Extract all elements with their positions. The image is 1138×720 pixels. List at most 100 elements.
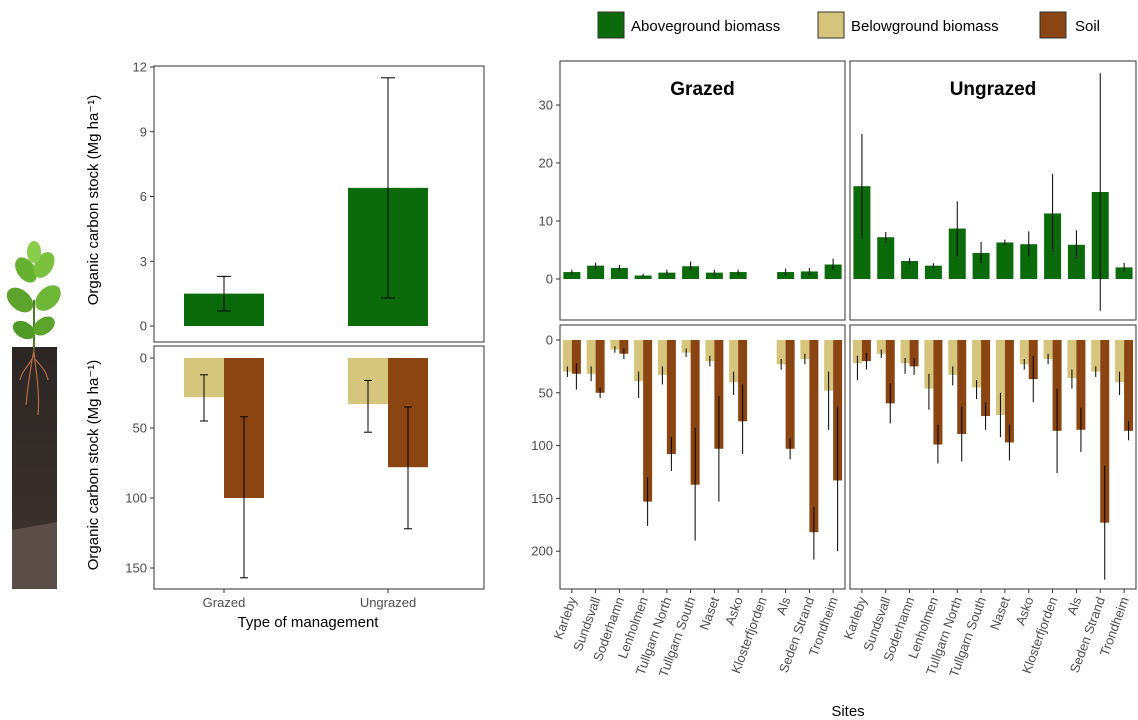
legend-swatch-belowground [817,11,845,39]
sites-belowground-panels: 050100150200KarlebySundsvallSoderhamnLen… [531,324,1137,679]
bar-soil-site [1004,340,1014,443]
bar-belowground-site [634,340,644,382]
bar-belowground-site [729,340,739,383]
left-bottom-ytick-label: 150 [125,561,147,576]
bar-soil-site [885,340,895,404]
bar-belowground-site [1043,340,1053,360]
bar-aboveground-site [1067,244,1085,279]
bar-soil-site [595,340,605,393]
bar-aboveground-site [777,272,795,279]
bar-belowground-site [1091,340,1101,372]
bar-aboveground-site [682,266,700,279]
bar-soil-site [785,340,795,449]
bar-belowground-site [1067,340,1077,379]
bar-aboveground-site [1020,244,1038,279]
sites-above-frame-grazed [559,60,846,321]
bar-belowground-site [681,340,691,353]
bar-soil-site [1124,340,1134,431]
left-top-y-axis-title: Organic carbon stock (Mg ha⁻¹) [85,95,102,306]
bar-soil-site [981,340,991,417]
sites-below-ytick-label: 100 [531,438,553,453]
left-xtick-label: Ungrazed [360,595,416,610]
bar-aboveground-site [1115,267,1133,279]
bar-soil-site [643,340,653,502]
bar-soil-site [933,340,943,445]
plant-soil-illustration [6,241,61,589]
legend-label-soil: Soil [1075,18,1100,35]
left-top-ytick-label: 6 [140,189,147,204]
left-bottom-ytick-label: 100 [125,491,147,506]
bar-belowground-site [610,340,620,350]
legend-swatch-soil [1039,11,1067,39]
site-xtick-label: Asko [1013,595,1037,627]
left-bottom-ytick-label: 0 [140,351,147,366]
sites-aboveground-panels: Grazed Ungrazed 0 10 20 30 [539,60,1137,321]
left-top-ytick-label: 9 [140,124,147,139]
sites-below-frame-ungrazed [849,324,1137,590]
facet-title-ungrazed: Ungrazed [950,79,1037,100]
bar-belowground-site [1115,340,1125,383]
bar-belowground-site [586,340,596,374]
bar-belowground-site [657,340,667,375]
left-bottom-y-axis-title: Organic carbon stock (Mg ha⁻¹) [85,360,102,571]
bar-soil-site [809,340,819,533]
bar-aboveground-site [587,265,605,279]
sites-below-ytick-label: 200 [531,544,553,559]
left-bottom-ytick-label: 50 [133,421,147,436]
right-x-axis-title: Sites [831,703,864,720]
site-xtick-label: Als [1064,594,1084,617]
bar-aboveground-site [610,267,628,279]
facet-title-grazed: Grazed [670,79,734,100]
sites-above-ytick-label: 20 [539,156,553,171]
left-top-ytick-label: 3 [140,254,147,269]
left-top-panel: 0 3 6 9 12 [133,60,485,343]
legend-label-aboveground: Aboveground biomass [631,18,780,35]
sites-below-frame-grazed [559,324,846,590]
bar-belowground-site [562,340,572,372]
bar-belowground-site [995,340,1005,415]
bar-belowground-site [776,340,786,365]
sites-above-frame-ungrazed [849,60,1137,321]
bar-belowground-site [900,340,910,364]
left-xtick-label: Grazed [203,595,246,610]
sites-below-ytick-label: 150 [531,491,553,506]
site-xtick-label: Naset [987,595,1013,632]
bar-soil-site [714,340,724,449]
left-top-ytick-label: 12 [133,60,147,75]
site-xtick-label: Asko [722,595,746,627]
bar-aboveground-site [972,252,990,279]
bar-aboveground-site [824,264,842,279]
bar-belowground-site [800,340,810,360]
bar-soil-site [571,340,581,374]
bar-belowground-site [852,340,862,364]
bar-soil-site [1076,340,1086,430]
site-xtick-label: Als [773,594,793,617]
left-x-axis-title: Type of management [238,614,380,631]
left-top-ytick-label: 0 [140,319,147,334]
bar-aboveground-site [924,265,942,279]
bar-belowground-site [705,340,715,362]
bar-aboveground-site [658,272,676,279]
bar-soil-site [1100,340,1110,523]
site-xtick-label: Naset [696,595,722,632]
bar-belowground-site [948,340,958,375]
bar-soil-site [690,340,700,485]
bar-belowground-site [876,340,886,354]
legend: Aboveground biomass Belowground biomass So… [597,11,1100,39]
left-bottom-panel: 0 50 100 150 Grazed Ungrazed [125,345,485,610]
bar-aboveground-site [996,242,1014,279]
bar-aboveground-site [563,272,581,279]
bar-aboveground-site [901,261,919,279]
bar-belowground-site [824,340,834,391]
left-top-panel-frame [153,65,485,343]
bar-soil-site [909,340,919,367]
bar-aboveground-site [705,272,723,279]
sites-above-ytick-label: 10 [539,214,553,229]
sites-above-ytick-label: 0 [546,272,553,287]
legend-label-belowground: Belowground biomass [851,18,999,35]
left-bottom-panel-frame [153,345,485,590]
bar-soil-site [957,340,967,434]
sites-below-ytick-label: 0 [546,333,553,348]
